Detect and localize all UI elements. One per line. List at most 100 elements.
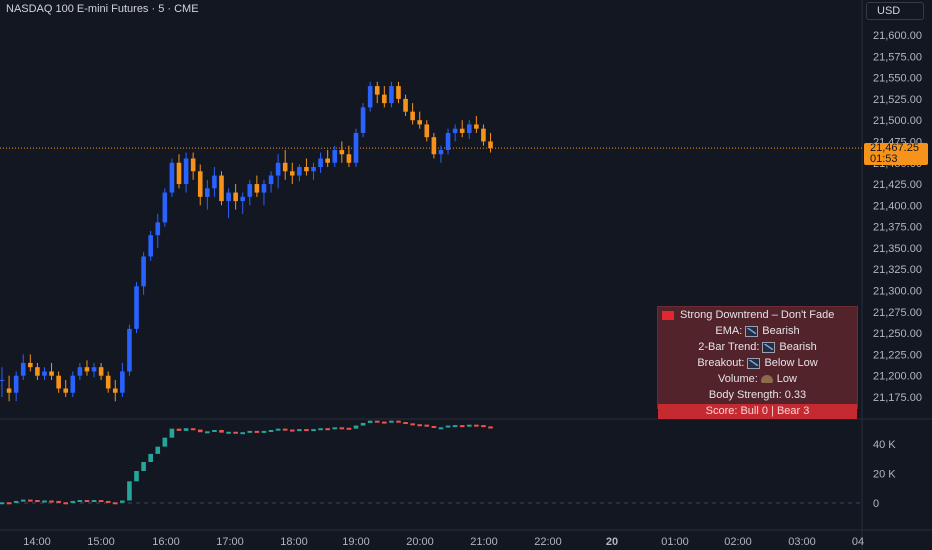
oscillator-bar <box>289 429 295 432</box>
oscillator-bar <box>360 422 366 426</box>
candle-body <box>162 192 168 223</box>
trend-value: Bearish <box>779 341 817 353</box>
candle-body <box>190 158 196 172</box>
oscillator-bar <box>367 420 373 423</box>
candle-body <box>176 162 182 185</box>
candle-body <box>438 149 444 155</box>
price-tick-label: 21,325.00 <box>873 264 922 276</box>
oscillator-bar <box>190 428 196 431</box>
candle-body <box>0 379 5 381</box>
oscillator-bar <box>240 432 246 435</box>
candle-body <box>212 175 217 189</box>
price-tick-label: 21,600.00 <box>873 30 922 42</box>
time-tick-label: 14:00 <box>23 536 51 548</box>
volume-row: Volume: Low <box>658 371 857 387</box>
time-tick-label: 19:00 <box>342 536 370 548</box>
candle-body <box>91 367 97 372</box>
oscillator-bar <box>254 430 260 433</box>
oscillator-bar <box>297 429 302 432</box>
score-row: Score: Bull 0 | Bear 3 <box>658 404 857 419</box>
price-tick-label: 21,400.00 <box>873 200 922 212</box>
candle-body <box>459 128 465 133</box>
price-tick-label: 21,200.00 <box>873 371 922 383</box>
candle-body <box>169 162 175 193</box>
price-tick-label: 21,250.00 <box>873 328 922 340</box>
oscillator-bar <box>28 499 33 502</box>
candle-body <box>105 375 111 389</box>
price-tick-label: 21,275.00 <box>873 307 922 319</box>
candle-body <box>346 154 352 163</box>
oscillator-bar <box>134 470 139 482</box>
candle-body <box>205 188 210 197</box>
oscillator-bar <box>169 428 175 438</box>
oscillator-bar <box>410 423 415 426</box>
oscillator-bar <box>212 429 217 432</box>
candle-body <box>120 371 125 393</box>
candle-body <box>226 192 231 202</box>
candle-body <box>297 167 302 176</box>
volume-tick-label: 20 K <box>873 469 896 481</box>
ema-label: EMA: <box>715 325 743 337</box>
candle-body <box>488 141 493 149</box>
oscillator-bar <box>403 422 408 425</box>
candle-body <box>233 192 238 202</box>
oscillator-bar <box>197 429 203 433</box>
ema-value: Bearish <box>762 325 800 337</box>
price-tick-label: 21,525.00 <box>873 94 922 106</box>
currency-button[interactable]: USD <box>866 2 924 20</box>
trend-label: 2-Bar Trend: <box>698 341 760 353</box>
candle-body <box>325 158 330 163</box>
candle-body <box>127 328 132 372</box>
candle-body <box>6 388 12 393</box>
oscillator-bar <box>98 500 104 503</box>
candle-body <box>353 132 359 163</box>
candle-body <box>360 107 366 133</box>
body-strength-row: Body Strength: 0.33 <box>708 389 807 401</box>
candle-body <box>374 86 380 95</box>
oscillator-bar <box>382 421 387 424</box>
oscillator-bar <box>148 453 153 462</box>
candle-body <box>183 158 189 185</box>
oscillator-bar <box>35 500 40 503</box>
price-tick-label: 21,300.00 <box>873 286 922 298</box>
price-tick-label: 21,375.00 <box>873 222 922 234</box>
price-tick-label: 21,575.00 <box>873 51 922 63</box>
candle-body <box>20 362 26 376</box>
oscillator-bar <box>247 430 253 433</box>
candle-body <box>112 388 118 393</box>
oscillator-bar <box>282 428 288 431</box>
breakout-label: Breakout: <box>697 357 745 369</box>
red-square-icon <box>662 310 674 320</box>
oscillator-bar <box>219 429 224 433</box>
oscillator-bar <box>452 425 458 428</box>
oscillator-bar <box>42 500 47 503</box>
candle-body <box>424 124 430 138</box>
candle-body <box>268 175 274 185</box>
candle-body <box>403 98 408 112</box>
snail-icon <box>760 375 773 384</box>
candle-body <box>410 111 415 121</box>
price-tick-label: 21,350.00 <box>873 243 922 255</box>
candle-body <box>13 375 19 393</box>
candle-body <box>77 367 83 376</box>
chart-decreasing-icon <box>762 341 776 353</box>
oscillator-bar <box>63 502 69 505</box>
volume-tick-label: 40 K <box>873 439 896 451</box>
volume-value: Low <box>776 373 797 385</box>
candle-body <box>240 196 246 202</box>
oscillator-bar <box>466 424 472 427</box>
oscillator-bar <box>417 424 423 427</box>
oscillator-bar <box>445 425 451 428</box>
time-tick-label: 20:00 <box>406 536 434 548</box>
oscillator-bar <box>325 428 330 431</box>
oscillator-bar <box>389 420 394 423</box>
oscillator-bar <box>105 500 111 503</box>
time-tick-label: 15:00 <box>87 536 115 548</box>
candle-body <box>98 367 104 376</box>
candle-body <box>141 256 146 287</box>
price-tick-label: 21,425.00 <box>873 179 922 191</box>
oscillator-bar <box>176 428 182 431</box>
time-tick-label: 02:00 <box>724 536 752 548</box>
candle-body <box>452 128 458 133</box>
